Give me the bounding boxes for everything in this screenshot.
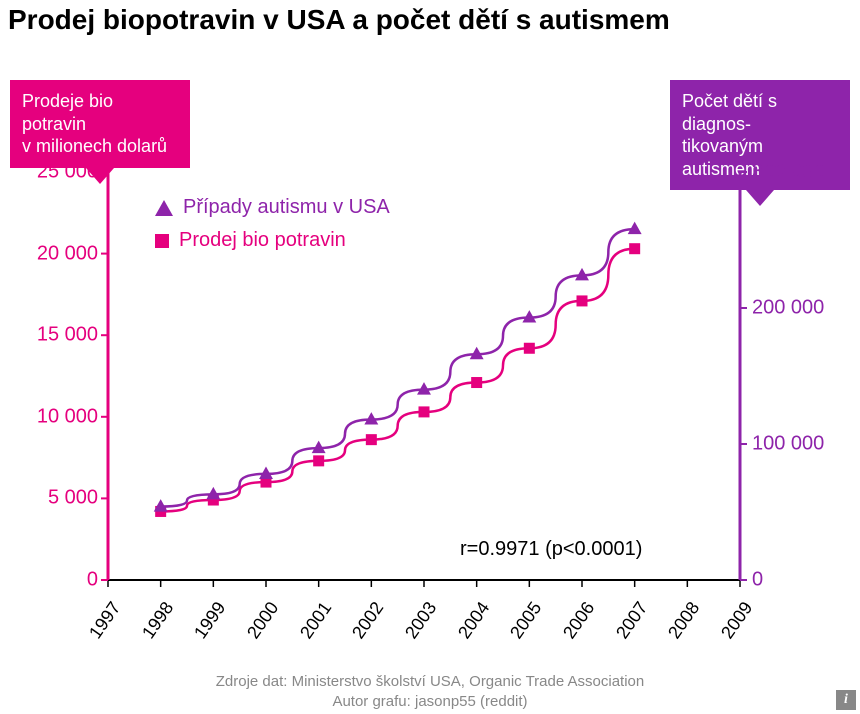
callout-text: v milionech dolarů: [22, 136, 167, 156]
callout-text: Prodeje bio potravin: [22, 91, 113, 134]
legend-label: Případy autismu v USA: [183, 196, 390, 219]
chart-svg: [0, 160, 860, 630]
legend-label: Prodej bio potravin: [179, 229, 346, 252]
callout-text: Počet dětí s diagnos-: [682, 91, 777, 134]
legend-item-sales: Prodej bio potravin: [155, 229, 390, 252]
source-caption: Zdroje dat: Ministerstvo školství USA, O…: [0, 672, 860, 713]
chart-legend: Případy autismu v USA Prodej bio potravi…: [155, 196, 390, 262]
legend-item-autism: Případy autismu v USA: [155, 196, 390, 219]
chart-container: 05 00010 00015 00020 00025 000 0100 0002…: [0, 160, 860, 630]
left-axis-callout: Prodeje bio potravin v milionech dolarů: [10, 80, 190, 168]
page-title: Prodej biopotravin v USA a počet dětí s …: [0, 0, 860, 40]
info-icon[interactable]: i: [836, 690, 856, 710]
source-line: Autor grafu: jasonp55 (reddit): [332, 693, 527, 710]
triangle-icon: [155, 200, 173, 216]
correlation-text: r=0.9971 (p<0.0001): [460, 538, 642, 561]
square-icon: [155, 234, 169, 248]
source-line: Zdroje dat: Ministerstvo školství USA, O…: [216, 673, 645, 690]
